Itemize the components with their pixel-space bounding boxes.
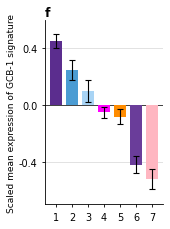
Bar bbox=[50, 42, 62, 106]
Bar bbox=[98, 106, 110, 113]
Bar bbox=[147, 106, 158, 179]
Bar bbox=[114, 106, 126, 117]
Text: f: f bbox=[45, 7, 51, 20]
Bar bbox=[66, 71, 78, 106]
Y-axis label: Scaled mean expression of GCB-1 signature: Scaled mean expression of GCB-1 signatur… bbox=[7, 14, 16, 212]
Bar bbox=[82, 92, 94, 106]
Bar bbox=[131, 106, 142, 165]
